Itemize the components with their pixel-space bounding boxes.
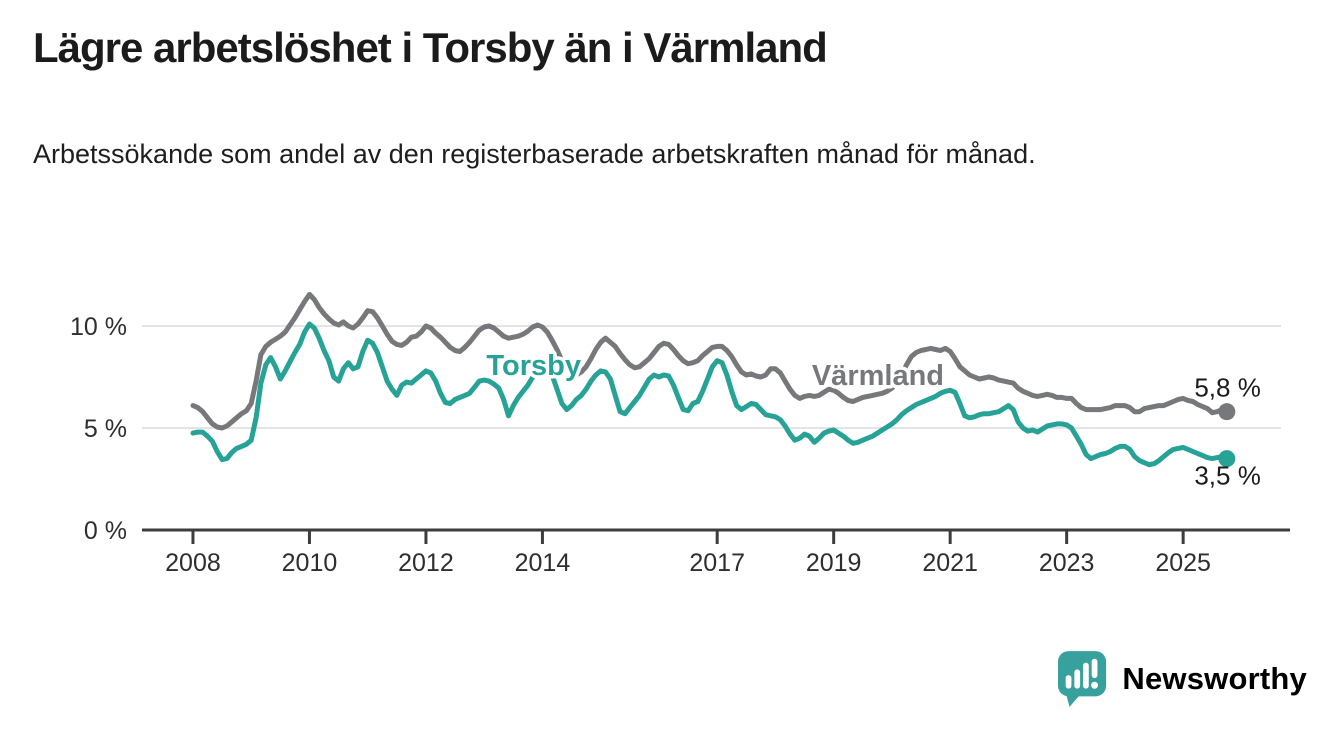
series-line-torsby (190, 321, 1230, 468)
newsworthy-logo: Newsworthy (1057, 650, 1307, 708)
x-tick-label: 2023 (1039, 549, 1095, 577)
end-value-label-torsby: 3,5 % (1194, 461, 1261, 491)
x-tick-label: 2010 (282, 549, 338, 577)
series-end-dot-vrmland (1218, 403, 1236, 421)
series-label-torsby: Torsby (486, 350, 581, 382)
x-tick-label: 2019 (806, 549, 862, 577)
series-label-vrmland: Värmland (812, 360, 944, 392)
y-tick-label: 10 % (70, 313, 127, 341)
x-tick-label: 2008 (165, 549, 221, 577)
newsworthy-logo-icon (1057, 650, 1109, 708)
x-tick-label: 2021 (922, 549, 978, 577)
x-tick-label: 2025 (1155, 549, 1211, 577)
y-tick-label: 0 % (84, 517, 127, 545)
end-value-label-vrmland: 5,8 % (1194, 373, 1261, 403)
x-tick-label: 2014 (515, 549, 571, 577)
chart-subtitle: Arbetssökande som andel av den registerb… (33, 139, 1036, 169)
series-line-vrmland (190, 291, 1230, 431)
x-tick-label: 2012 (398, 549, 454, 577)
series-end-dot-torsby (1218, 450, 1236, 468)
newsworthy-logo-text: Newsworthy (1122, 661, 1307, 696)
x-tick-label: 2017 (689, 549, 745, 577)
page-title: Lägre arbetslöshet i Torsby än i Värmlan… (33, 24, 828, 71)
y-tick-label: 5 % (84, 415, 127, 443)
